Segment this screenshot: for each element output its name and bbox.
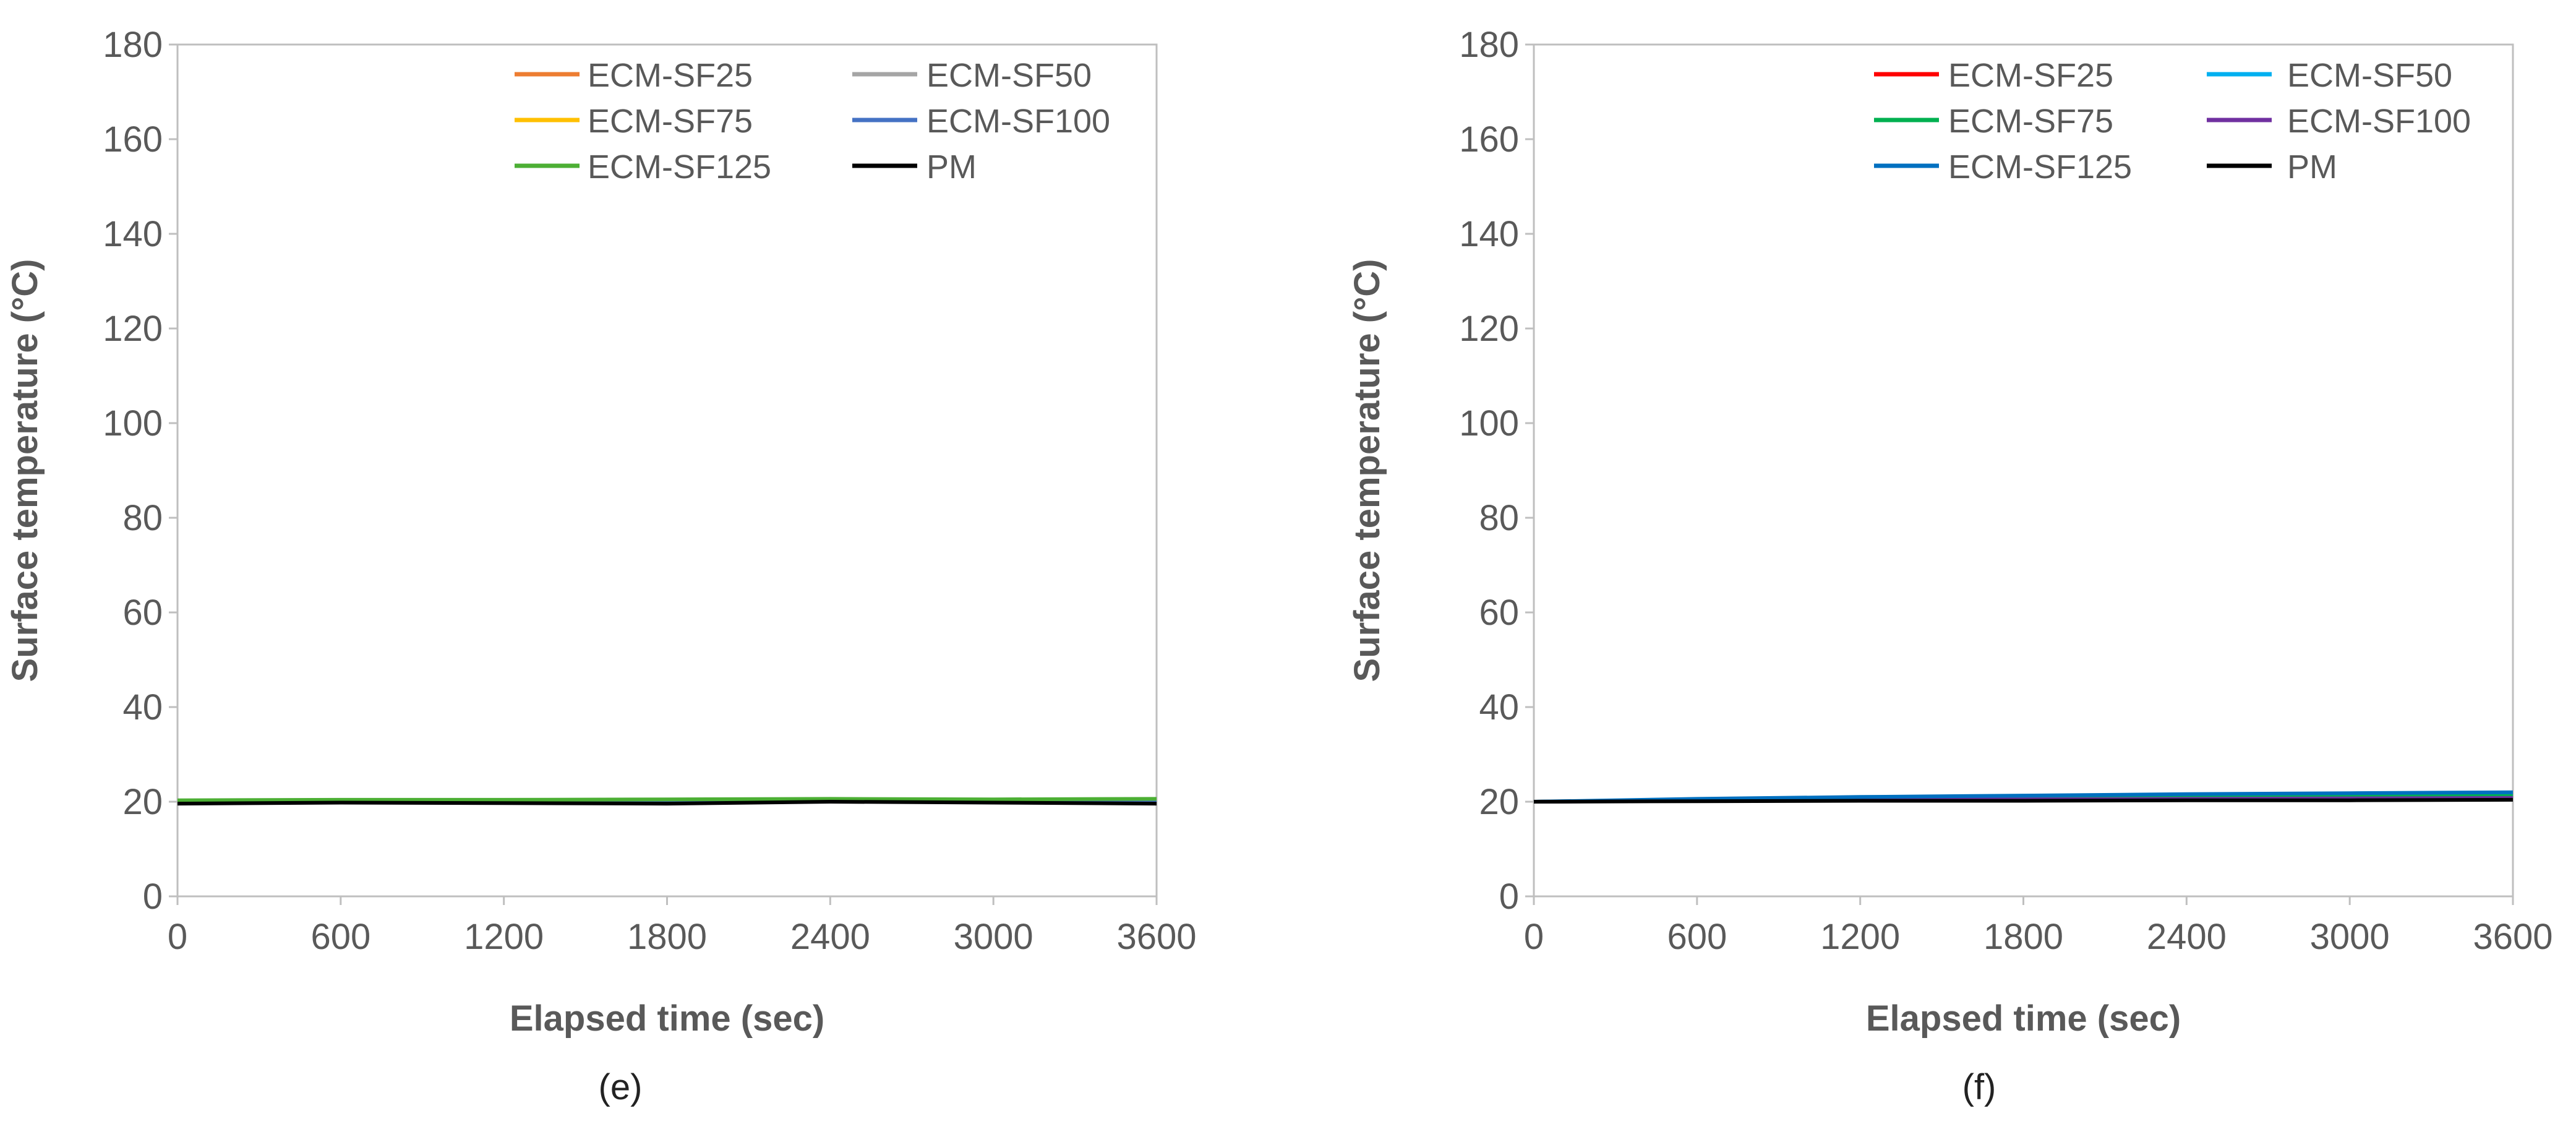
legend-label-ecm-sf125: ECM-SF125 (588, 148, 771, 186)
y-tick-label: 40 (122, 687, 163, 727)
x-tick-label: 600 (310, 917, 370, 957)
series-line-ecm-sf125 (177, 797, 1157, 802)
y-tick-label: 0 (143, 877, 163, 917)
x-tick-label: 3600 (2473, 917, 2552, 957)
y-tick-label: 60 (122, 593, 163, 633)
y-tick-label: 80 (1479, 498, 1519, 538)
legend-label-ecm-sf50: ECM-SF50 (926, 57, 1092, 94)
y-tick-label: 20 (122, 782, 163, 822)
y-tick-label: 100 (1459, 403, 1519, 444)
y-tick-label: 0 (1499, 877, 1519, 917)
x-tick-label: 1200 (1820, 917, 1900, 957)
legend-label-ecm-sf50: ECM-SF50 (2287, 57, 2452, 94)
series-line-pm (1533, 797, 2514, 804)
legend: ECM-SF25 ECM-SF50 ECM-SF75 ECM-SF100 ECM-SF1… (1874, 57, 2471, 186)
x-tick-label: 1800 (627, 917, 707, 957)
y-tick-label: 180 (1459, 25, 1519, 65)
legend-label-ecm-sf75: ECM-SF75 (1948, 103, 2113, 140)
y-tick-label: 140 (103, 214, 163, 254)
y-axis-title: Surface temperature (°C) (5, 259, 45, 682)
y-tick-label: 60 (1479, 593, 1519, 633)
y-tick-label: 80 (122, 498, 163, 538)
legend-label-ecm-sf100: ECM-SF100 (926, 103, 1110, 140)
legend-label-pm: PM (2287, 148, 2337, 186)
legend-label-ecm-sf125: ECM-SF125 (1948, 148, 2132, 186)
x-tick-label: 3000 (954, 917, 1033, 957)
legend-label-ecm-sf25: ECM-SF25 (1948, 57, 2113, 94)
panel-caption: (f) (1962, 1067, 1996, 1107)
x-tick-label: 1800 (1983, 917, 2063, 957)
y-tick-label: 140 (1459, 214, 1519, 254)
y-tick-label: 100 (103, 403, 163, 444)
y-tick-label: 160 (1459, 119, 1519, 160)
series-line-pm (177, 800, 1157, 806)
x-tick-label: 3600 (1116, 917, 1196, 957)
x-tick-label: 3000 (2310, 917, 2390, 957)
y-tick-label: 40 (1479, 687, 1519, 727)
legend-label-ecm-sf75: ECM-SF75 (588, 103, 753, 140)
panel-caption: (e) (599, 1067, 643, 1107)
y-tick-label: 180 (103, 25, 163, 65)
y-tick-label: 20 (1479, 782, 1519, 822)
y-axis-title: Surface temperature (°C) (1347, 259, 1387, 682)
y-tick-label: 120 (103, 309, 163, 349)
y-tick-label: 120 (1459, 309, 1519, 349)
x-axis-title: Elapsed time (sec) (510, 998, 824, 1039)
legend-label-pm: PM (926, 148, 977, 186)
legend-label-ecm-sf100: ECM-SF100 (2287, 103, 2471, 140)
x-tick-label: 0 (168, 917, 187, 957)
x-tick-label: 2400 (2147, 917, 2227, 957)
x-tick-label: 2400 (790, 917, 870, 957)
legend-label-ecm-sf25: ECM-SF25 (588, 57, 753, 94)
series-line-ecm-sf125 (1533, 790, 2514, 804)
x-tick-label: 1200 (464, 917, 544, 957)
y-tick-label: 160 (103, 119, 163, 160)
x-axis-title: Elapsed time (sec) (1866, 998, 2181, 1039)
x-tick-label: 600 (1667, 917, 1727, 957)
x-tick-label: 0 (1524, 917, 1544, 957)
legend: ECM-SF25 ECM-SF50 ECM-SF75 ECM-SF100 ECM-SF1… (515, 57, 1110, 186)
